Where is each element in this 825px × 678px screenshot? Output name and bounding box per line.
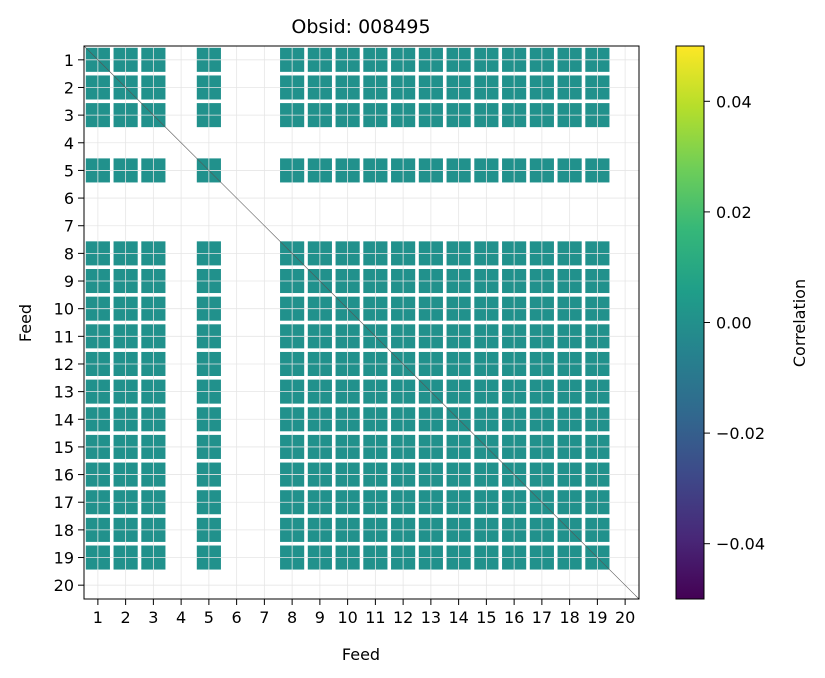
x-tick-label: 17 — [532, 608, 552, 627]
x-tick-label: 19 — [587, 608, 607, 627]
x-tick-label: 3 — [148, 608, 158, 627]
x-tick-label: 11 — [365, 608, 385, 627]
colorbar-tick-label: −0.04 — [716, 535, 765, 554]
x-tick-label: 7 — [259, 608, 269, 627]
y-tick-label: 3 — [64, 106, 74, 125]
y-tick-label: 18 — [54, 521, 74, 540]
y-axis-label: Feed — [16, 304, 35, 342]
x-tick-label: 10 — [337, 608, 357, 627]
y-tick-label: 16 — [54, 466, 74, 485]
x-tick-label: 1 — [93, 608, 103, 627]
y-tick-label: 13 — [54, 383, 74, 402]
x-tick-label: 6 — [232, 608, 242, 627]
x-tick-label: 9 — [315, 608, 325, 627]
y-tick-label: 10 — [54, 300, 74, 319]
y-tick-label: 2 — [64, 78, 74, 97]
colorbar-tick-label: −0.02 — [716, 424, 765, 443]
x-tick-label: 5 — [204, 608, 214, 627]
x-tick-label: 12 — [393, 608, 413, 627]
x-tick-label: 14 — [448, 608, 468, 627]
x-tick-label: 18 — [559, 608, 579, 627]
colorbar-tick-label: 0.02 — [716, 203, 752, 222]
gridlines — [84, 46, 639, 599]
x-axis-label: Feed — [342, 645, 380, 664]
x-tick-label: 8 — [287, 608, 297, 627]
diagonal-line — [83, 45, 640, 600]
y-tick-label: 8 — [64, 244, 74, 263]
colorbar-tick-label: 0.04 — [716, 92, 752, 111]
chart-title: Obsid: 008495 — [291, 16, 430, 38]
colorbar — [675, 45, 705, 600]
y-tick-label: 7 — [64, 217, 74, 236]
x-tick-label: 16 — [504, 608, 524, 627]
x-tick-label: 2 — [121, 608, 131, 627]
y-tick-label: 15 — [54, 438, 74, 457]
y-tick-label: 19 — [54, 549, 74, 568]
y-tick-label: 11 — [54, 327, 74, 346]
x-axis-ticks: 1 2 3 4 5 6 7 8 9 10 11 12 13 14 15 16 17 18 19 20 — [93, 599, 635, 627]
colorbar-tick-label: 0.00 — [716, 314, 752, 333]
y-tick-label: 4 — [64, 134, 74, 153]
x-tick-label: 13 — [421, 608, 441, 627]
y-tick-label: 20 — [54, 576, 74, 595]
colorbar-label: Correlation — [790, 279, 809, 367]
y-tick-label: 6 — [64, 189, 74, 208]
y-tick-label: 1 — [64, 51, 74, 70]
x-tick-label: 4 — [176, 608, 186, 627]
y-tick-label: 5 — [64, 161, 74, 180]
x-tick-label: 15 — [476, 608, 496, 627]
colorbar-ticks: 0.04 0.02 0.00 −0.02 −0.04 — [704, 92, 765, 554]
y-tick-label: 14 — [54, 410, 74, 429]
plot-frame — [83, 45, 640, 600]
y-tick-label: 9 — [64, 272, 74, 291]
y-tick-label: 17 — [54, 493, 74, 512]
x-tick-label: 20 — [615, 608, 635, 627]
y-tick-label: 12 — [54, 355, 74, 374]
